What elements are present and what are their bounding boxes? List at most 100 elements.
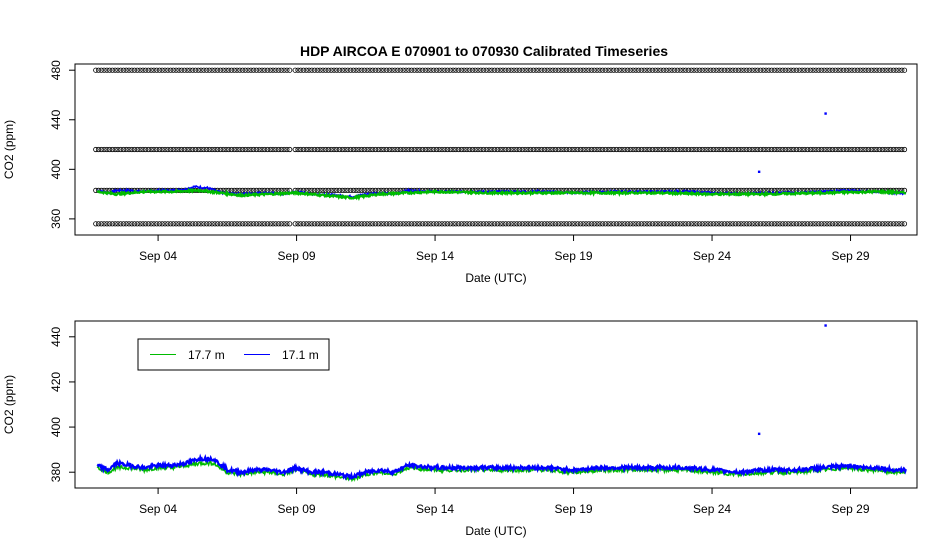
calibration-point [835,146,841,153]
calibration-point [552,221,559,227]
calibration-point [503,67,509,73]
calibration-point [112,146,118,153]
calibration-point [821,146,827,153]
plot-frame [74,63,918,236]
calibration-point [660,146,667,153]
calibration-point [309,187,315,193]
calibration-point [619,146,625,153]
calibration-point [533,146,539,153]
calibration-point [464,67,470,73]
calibration-point [721,146,728,153]
calibration-point [447,221,453,227]
calibration-point [411,221,417,227]
calibration-point [375,221,381,227]
calibration-point [494,146,500,153]
calibration-point [101,221,107,227]
calibration-point [602,221,609,227]
calibration-point [176,221,182,227]
calibration-point [134,67,140,73]
calibration-point [372,67,379,73]
calibration-point [721,187,728,193]
calibration-point [829,146,836,153]
calibration-point [101,146,107,153]
calibration-point [179,67,185,73]
calibration-point [162,67,168,73]
calibration-point [649,146,656,153]
calibration-point [162,146,168,153]
calibration-point [683,146,689,153]
y-tick-label: 440 [49,326,63,346]
calibration-point [719,146,725,153]
calibration-point [483,146,489,153]
calibration-point [483,221,489,227]
calibration-point [187,146,193,153]
calibration-point [198,67,204,73]
calibration-point [597,221,603,227]
calibration-point [234,221,240,227]
calibration-point [696,146,703,153]
calibration-point [572,221,578,227]
calibration-point [544,67,550,73]
y-tick-label: 400 [49,159,63,179]
calibration-point [752,146,758,153]
calibration-point [422,67,428,73]
calibration-point [156,67,163,73]
calibration-point [400,146,406,153]
calibration-point [835,221,841,227]
calibration-point [796,67,802,73]
calibration-point [566,146,573,153]
calibration-point [799,221,805,227]
calibration-point [442,221,448,227]
calibration-point [439,146,445,153]
calibration-point [190,221,196,227]
calibration-point [192,146,199,153]
calibration-point [198,146,204,153]
calibration-point [170,221,176,227]
calibration-point [359,187,365,193]
calibration-point [295,221,301,227]
calibration-point [467,221,473,227]
calibration-point [417,221,423,227]
calibration-point [480,146,487,153]
calibration-point [516,221,523,227]
calibration-point [270,221,276,227]
calibration-point [791,221,797,227]
calibration-point [461,67,467,73]
calibration-point [863,221,869,227]
calibration-point [835,67,841,73]
calibration-point [605,221,611,227]
calibration-point [508,221,514,227]
calibration-point [284,67,290,73]
calibration-point [840,221,847,227]
calibration-point [857,67,863,73]
calibration-point [649,67,656,73]
calibration-point [525,221,531,227]
calibration-point [890,67,897,73]
calibration-point [832,67,838,73]
calibration-point [303,146,309,153]
calibration-point [450,67,456,73]
calibration-point [638,67,645,73]
calibration-point [663,221,669,227]
calibration-point [251,67,257,73]
calibration-point [372,146,379,153]
calibration-point [746,221,753,227]
calibration-point [796,146,802,153]
calibration-point [627,221,633,227]
calibration-point [248,146,254,153]
calibration-point [353,187,359,193]
calibration-point [118,146,124,153]
calibration-point [148,221,154,227]
calibration-point [713,221,719,227]
x-tick-label: Sep 14 [416,249,454,263]
calibration-point [699,67,705,73]
calibration-point [129,67,135,73]
calibration-point [345,67,351,73]
calibration-point [436,67,442,73]
calibration-point [522,221,528,227]
calibration-point [248,67,254,73]
calibration-point [849,221,855,227]
calibration-point [633,67,639,73]
calibration-point [406,67,412,73]
